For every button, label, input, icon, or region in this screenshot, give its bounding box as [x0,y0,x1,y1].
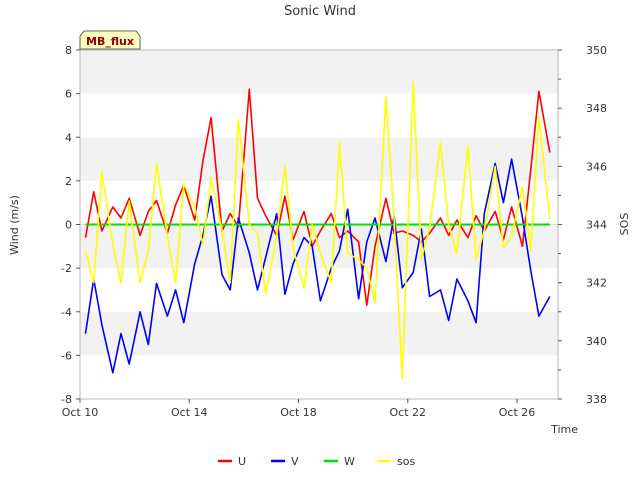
y-tick-label: -8 [61,393,72,406]
background-band [80,50,558,94]
site-label-box: MB_flux [79,30,141,50]
legend-label-v: V [291,455,299,468]
y2-tick-label: 344 [586,219,607,232]
y-tick-label: 0 [65,219,72,232]
legend-label-w: W [344,455,355,468]
site-label: MB_flux [86,35,134,48]
legend-label-u: U [238,455,246,468]
y2-tick-label: 338 [586,393,607,406]
y2-tick-label: 346 [586,160,607,173]
y-tick-label: 8 [65,44,72,57]
y-tick-label: 4 [65,131,72,144]
background-bands [80,50,558,399]
background-band [80,355,558,399]
x-tick-label: Oct 26 [499,406,536,419]
x-tick-label: Oct 18 [280,406,317,419]
y-tick-label: 2 [65,175,72,188]
x-tick-label: Oct 22 [390,406,427,419]
axes-layer: -8 -6 -4 -2 0 2 4 6 8 338 340 342 344 346 348 350 Oct 10… [61,44,607,419]
series-line-sos [84,81,551,380]
background-band [80,311,558,356]
x-tick-label: Oct 14 [171,406,208,419]
y-tick-label: -2 [61,262,72,275]
legend-label-sos: sos [397,455,415,468]
y2-axis-label: SOS [618,213,631,236]
series-line-v [84,158,551,374]
x-tick-label: Oct 10 [62,406,99,419]
site-label-background [79,30,141,50]
y2-tick-label: 340 [586,335,607,348]
y2-tick-label: 350 [586,44,607,57]
y-tick-label: -6 [61,349,72,362]
y2-tick-label: 348 [586,102,607,115]
background-band [80,93,558,138]
x-axis-label: Time [550,423,578,436]
background-band [80,137,558,181]
series-layer [84,81,551,380]
y-tick-label: 6 [65,88,72,101]
chart-title: Sonic Wind [284,4,356,19]
y-tick-label: -4 [61,306,72,319]
y2-tick-label: 342 [586,277,607,290]
y-axis-label: Wind (m/s) [8,195,21,255]
